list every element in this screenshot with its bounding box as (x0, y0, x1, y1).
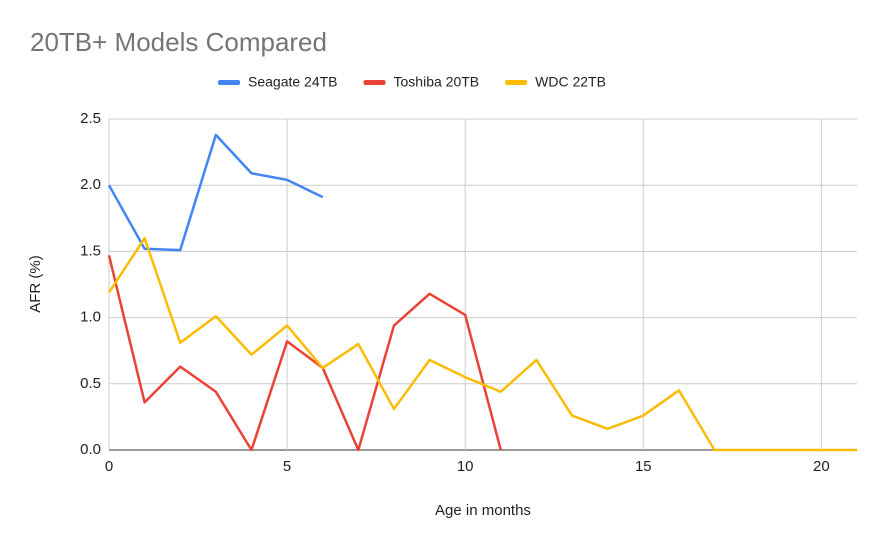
legend-label: Toshiba 20TB (394, 74, 480, 90)
x-tick-label: 20 (813, 458, 830, 475)
series-line (107, 255, 503, 452)
y-tick-label: 2.0 (80, 176, 101, 193)
x-tick-label: 5 (283, 458, 291, 475)
legend-swatch (218, 80, 240, 85)
y-tick-label: 1.0 (80, 309, 101, 326)
y-tick-label: 0.0 (80, 441, 101, 458)
y-axis-label: AFR (%) (27, 255, 44, 313)
legend-label: WDC 22TB (535, 74, 606, 90)
x-tick-label: 10 (457, 458, 474, 475)
series-line (107, 236, 857, 452)
chart-title: 20TB+ Models Compared (30, 27, 327, 57)
legend-label: Seagate 24TB (248, 74, 338, 90)
y-tick-label: 2.5 (80, 110, 101, 127)
y-tick-label: 0.5 (80, 375, 101, 392)
series-line (107, 133, 324, 252)
y-tick-label: 1.5 (80, 242, 101, 259)
x-axis-label: Age in months (435, 502, 531, 519)
x-tick-label: 15 (635, 458, 652, 475)
legend-swatch (505, 80, 528, 85)
legend-swatch (363, 80, 386, 85)
x-tick-label: 0 (105, 458, 113, 475)
